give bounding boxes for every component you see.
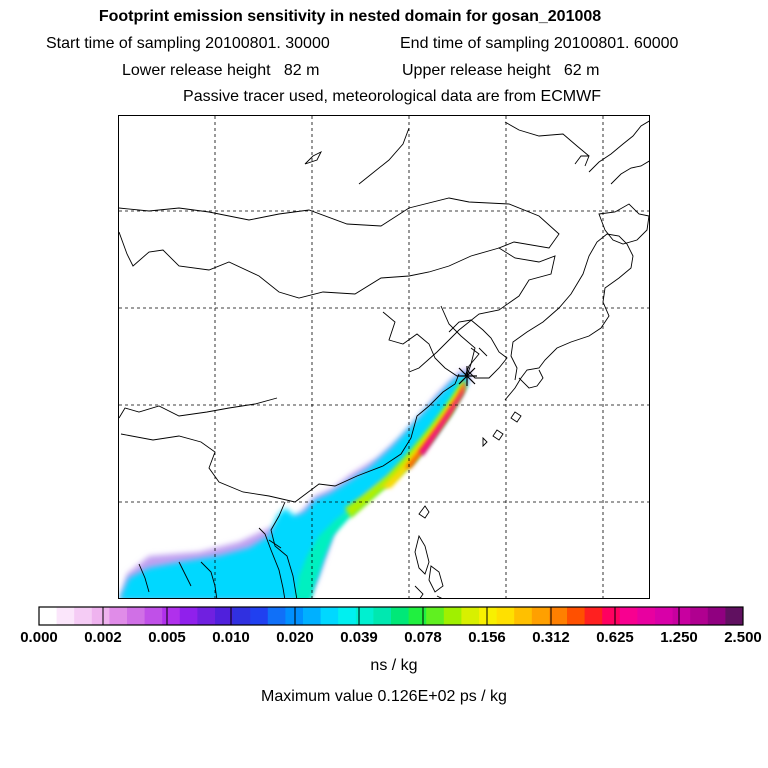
colorbar-cell bbox=[91, 607, 110, 625]
footprint-map bbox=[118, 115, 650, 599]
colorbar-tick-label: 0.156 bbox=[468, 629, 506, 646]
colorbar-cell bbox=[74, 607, 93, 625]
colorbar-cell bbox=[479, 607, 498, 625]
colorbar-cell bbox=[127, 607, 146, 625]
plume-layers bbox=[119, 368, 471, 598]
colorbar-cell bbox=[725, 607, 744, 625]
colorbar-border bbox=[38, 606, 744, 626]
colorbar-cell bbox=[567, 607, 586, 625]
colorbar-cell bbox=[707, 607, 726, 625]
colorbar-cell bbox=[672, 607, 691, 625]
colorbar-unit: ns / kg bbox=[370, 657, 418, 674]
colorbar-cell bbox=[496, 607, 515, 625]
colorbar-cell bbox=[408, 607, 427, 625]
colorbar-cell bbox=[391, 607, 410, 625]
colorbar-tick-label: 0.625 bbox=[596, 629, 634, 646]
japan-outline bbox=[304, 120, 649, 598]
tracer-note: Passive tracer used, meteorological data… bbox=[183, 88, 601, 105]
colorbar-tick-label: 0.005 bbox=[148, 629, 186, 646]
colorbar-cell bbox=[602, 607, 621, 625]
lower-release-height: Lower release height 82 m bbox=[122, 62, 320, 79]
colorbar-tick-label: 0.039 bbox=[340, 629, 378, 646]
colorbar-tick-label: 0.010 bbox=[212, 629, 250, 646]
colorbar-cell bbox=[162, 607, 181, 625]
colorbar-cell bbox=[267, 607, 286, 625]
maximum-value: Maximum value 0.126E+02 ps / kg bbox=[261, 688, 507, 705]
colorbar-cell bbox=[39, 607, 58, 625]
colorbar-cell bbox=[655, 607, 674, 625]
colorbar-tick-label: 0.078 bbox=[404, 629, 442, 646]
plot-title: Footprint emission sensitivity in nested… bbox=[98, 8, 602, 25]
upper-release-height: Upper release height 62 m bbox=[402, 62, 600, 79]
colorbar-cell bbox=[109, 607, 128, 625]
colorbar-cell bbox=[197, 607, 216, 625]
graticule bbox=[119, 116, 649, 598]
colorbar-cell bbox=[285, 607, 304, 625]
colorbar-cell bbox=[426, 607, 445, 625]
colorbar-cell bbox=[144, 607, 163, 625]
colorbar-tick-label: 0.312 bbox=[532, 629, 570, 646]
colorbar-cell bbox=[461, 607, 480, 625]
plume-layer-4 bbox=[345, 380, 465, 518]
map-canvas bbox=[119, 116, 649, 598]
receptor-star-icon bbox=[457, 366, 477, 386]
colorbar-cell bbox=[320, 607, 339, 625]
colorbar-cell bbox=[373, 607, 392, 625]
coastlines bbox=[119, 197, 560, 598]
sampling-end-time: End time of sampling 20100801. 60000 bbox=[400, 35, 679, 52]
colorbar-cell bbox=[690, 607, 709, 625]
sampling-start-time: Start time of sampling 20100801. 30000 bbox=[46, 35, 330, 52]
colorbar-cell bbox=[179, 607, 198, 625]
plume-layer-7 bbox=[419, 380, 466, 456]
plume-layer-2 bbox=[119, 372, 467, 598]
colorbar-tick-label: 0.002 bbox=[84, 629, 122, 646]
colorbar-cell bbox=[355, 607, 374, 625]
colorbar-cell bbox=[56, 607, 75, 625]
colorbar-cell bbox=[303, 607, 322, 625]
colorbar-cell bbox=[637, 607, 656, 625]
colorbar-cell bbox=[250, 607, 269, 625]
colorbar-cell bbox=[215, 607, 234, 625]
colorbar-cell bbox=[619, 607, 638, 625]
colorbar-cell bbox=[531, 607, 550, 625]
colorbar-cell bbox=[338, 607, 357, 625]
colorbar-cell bbox=[443, 607, 462, 625]
colorbar-cell bbox=[232, 607, 251, 625]
colorbar-tick-label: 0.000 bbox=[20, 629, 58, 646]
colorbar-cell bbox=[549, 607, 568, 625]
colorbar-cell bbox=[584, 607, 603, 625]
colorbar bbox=[38, 606, 744, 626]
colorbar-tick-label: 1.250 bbox=[660, 629, 698, 646]
colorbar-tick-label: 0.020 bbox=[276, 629, 314, 646]
korea-outline bbox=[448, 319, 508, 379]
colorbar-cell bbox=[514, 607, 533, 625]
colorbar-tick-label: 2.500 bbox=[724, 629, 762, 646]
